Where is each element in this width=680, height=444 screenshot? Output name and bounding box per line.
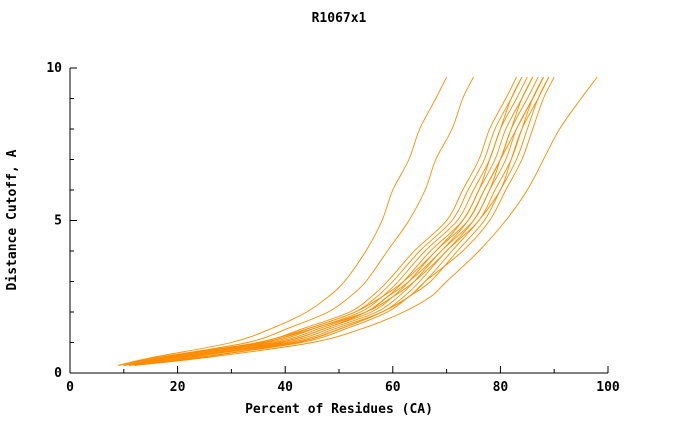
plot-area: 0 20 40 60 80 100 0 5 10: [46, 61, 620, 395]
x-tick-label: 80: [493, 380, 509, 395]
x-axis-label: Percent of Residues (CA): [245, 402, 433, 417]
x-tick-label: 20: [170, 380, 186, 395]
series-line: [123, 76, 534, 366]
series-line: [118, 76, 474, 366]
series-line: [129, 76, 544, 366]
series-line: [134, 76, 598, 366]
series-line: [134, 76, 555, 366]
series-line: [123, 76, 534, 366]
chart-title: R1067x1: [312, 11, 367, 26]
series-line: [123, 76, 528, 366]
x-tick-label: 40: [277, 380, 293, 395]
series-line: [118, 76, 448, 366]
series-line: [129, 76, 544, 366]
x-tick-label: 60: [385, 380, 401, 395]
x-tick-label: 100: [596, 380, 620, 395]
y-tick-label: 5: [54, 214, 62, 229]
x-tick-label: 0: [66, 380, 74, 395]
y-tick-label: 0: [54, 366, 62, 381]
y-tick-label: 10: [46, 61, 62, 76]
series-line: [123, 76, 523, 366]
y-axis-label: Distance Cutoff, A: [5, 149, 20, 290]
series-line: [134, 76, 550, 366]
